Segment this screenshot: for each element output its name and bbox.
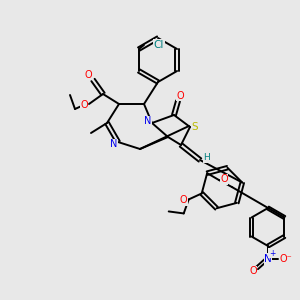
Text: O: O [176, 91, 184, 101]
Text: O: O [249, 266, 257, 276]
Text: N: N [110, 139, 118, 149]
Text: O: O [84, 70, 92, 80]
Text: Cl: Cl [154, 40, 164, 50]
Text: O: O [220, 174, 228, 184]
Text: O: O [180, 195, 188, 206]
Text: +: + [269, 248, 275, 257]
Text: N: N [264, 254, 272, 264]
Text: N: N [144, 116, 152, 126]
Text: S: S [192, 122, 198, 132]
Text: O⁻: O⁻ [280, 254, 292, 264]
Text: H: H [204, 154, 210, 163]
Text: O: O [80, 100, 88, 110]
